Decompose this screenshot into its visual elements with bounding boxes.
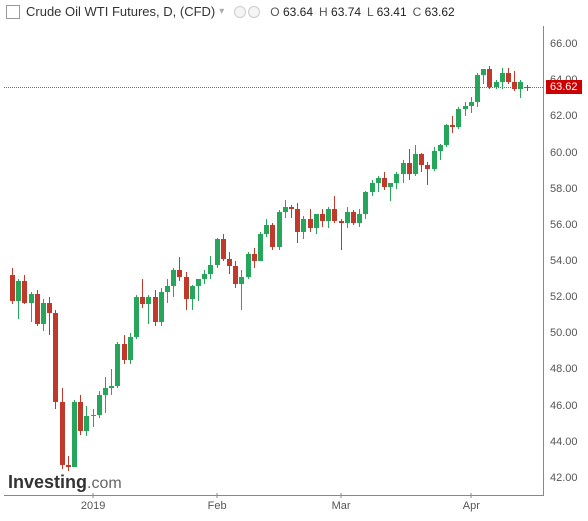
o-label: O xyxy=(270,5,279,19)
l-label: L xyxy=(367,5,373,19)
gear-icon[interactable] xyxy=(248,6,260,18)
l-value: 63.41 xyxy=(377,5,407,19)
y-tick-label: 52.00 xyxy=(550,291,578,303)
y-tick-label: 44.00 xyxy=(550,436,578,448)
y-tick-label: 48.00 xyxy=(550,363,578,375)
last-price-label: 63.62 xyxy=(546,80,582,94)
gear-icon[interactable] xyxy=(234,6,246,18)
y-tick-label: 60.00 xyxy=(550,147,578,159)
x-tick-label: Mar xyxy=(332,500,351,512)
x-axis: 2019 Feb Mar Apr xyxy=(4,498,544,518)
watermark-brand: Investing xyxy=(8,472,87,492)
h-value: 63.74 xyxy=(331,5,361,19)
c-label: C xyxy=(413,5,422,19)
o-value: 63.64 xyxy=(283,5,313,19)
header-tools xyxy=(234,6,260,18)
y-tick-label: 50.00 xyxy=(550,327,578,339)
y-tick-label: 56.00 xyxy=(550,219,578,231)
chart-header: Crude Oil WTI Futures, D, (CFD) ▾ O 63.6… xyxy=(0,0,588,23)
x-tick-label: Apr xyxy=(463,500,480,512)
x-tick-label: Feb xyxy=(208,500,227,512)
chevron-down-icon[interactable]: ▾ xyxy=(219,6,224,17)
watermark-suffix: .com xyxy=(87,475,122,492)
symbol-icon[interactable] xyxy=(6,5,20,19)
y-tick-label: 46.00 xyxy=(550,400,578,412)
watermark: Investing.com xyxy=(8,472,122,493)
y-tick-label: 62.00 xyxy=(550,110,578,122)
y-tick-label: 66.00 xyxy=(550,38,578,50)
ohlc-readout: O 63.64 H 63.74 L 63.41 C 63.62 xyxy=(270,5,454,19)
last-price-line xyxy=(4,87,543,88)
y-tick-label: 58.00 xyxy=(550,183,578,195)
x-tick-label: 2019 xyxy=(81,500,105,512)
plot-area[interactable] xyxy=(4,26,544,496)
y-tick-label: 54.00 xyxy=(550,255,578,267)
y-axis: 42.00 44.00 46.00 48.00 50.00 52.00 54.00 56.00… xyxy=(546,26,586,496)
c-value: 63.62 xyxy=(425,5,455,19)
h-label: H xyxy=(319,5,328,19)
y-tick-label: 42.00 xyxy=(550,472,578,484)
chart-title: Crude Oil WTI Futures, D, (CFD) xyxy=(26,4,215,19)
chart-container: Crude Oil WTI Futures, D, (CFD) ▾ O 63.6… xyxy=(0,0,588,521)
